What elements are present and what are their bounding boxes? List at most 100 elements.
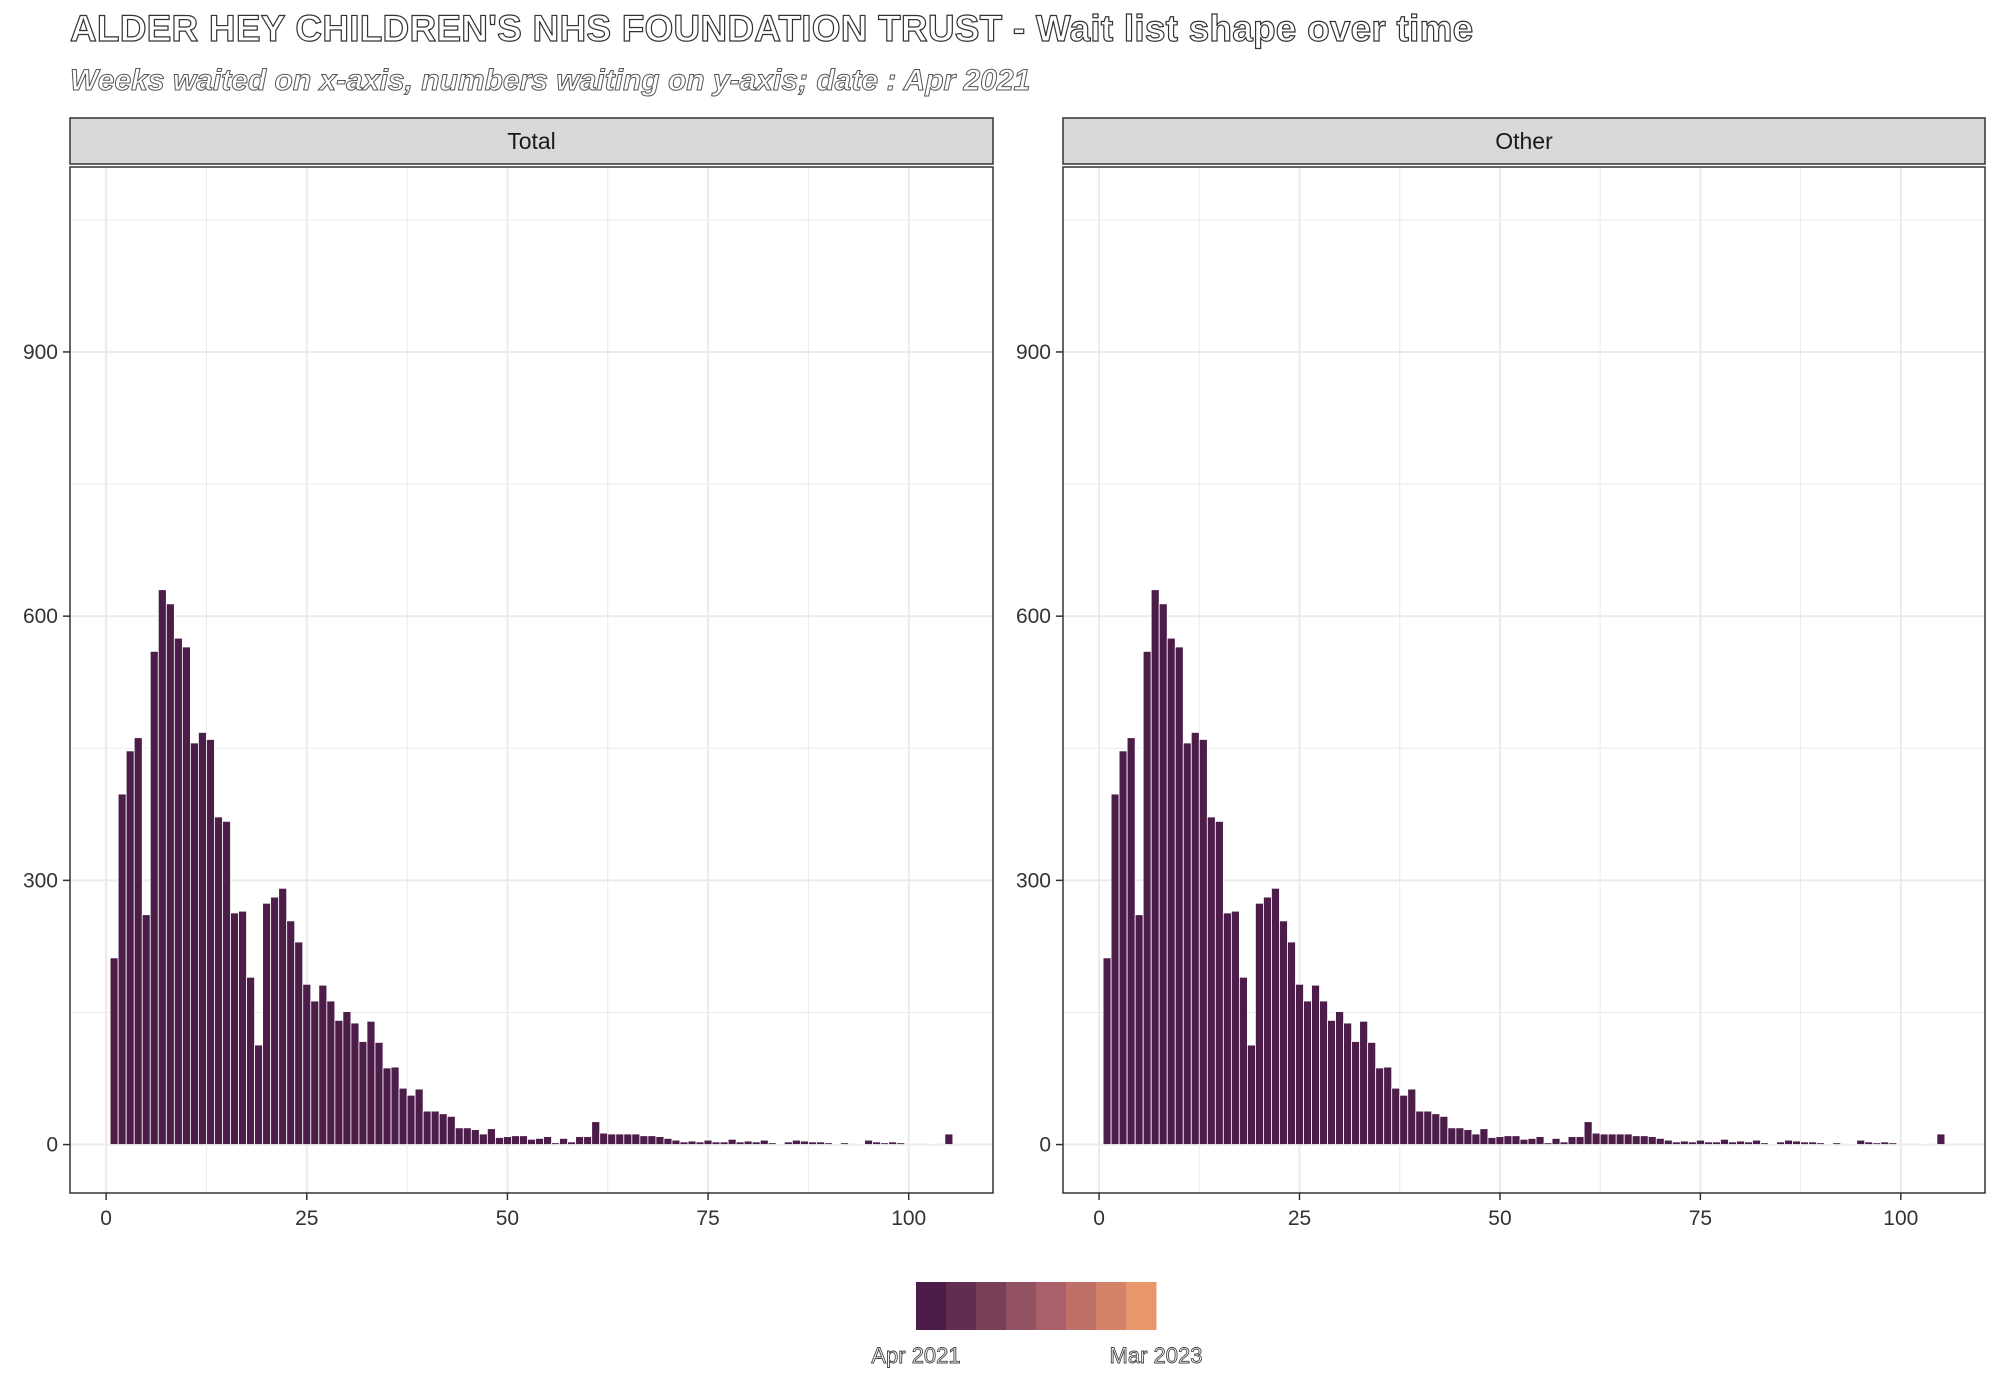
bar bbox=[1671, 1141, 1681, 1145]
x-tick-label: 100 bbox=[1883, 1207, 1918, 1230]
bar bbox=[1768, 1143, 1777, 1145]
bar bbox=[1559, 1141, 1569, 1145]
bar bbox=[486, 1128, 496, 1145]
y-tick-label: 600 bbox=[23, 605, 58, 628]
legend-swatch bbox=[1126, 1282, 1157, 1330]
bar bbox=[254, 1044, 264, 1145]
bar bbox=[1623, 1133, 1633, 1145]
bar bbox=[133, 737, 143, 1145]
bar bbox=[719, 1141, 729, 1145]
bar bbox=[1287, 941, 1296, 1145]
bar bbox=[1503, 1135, 1513, 1145]
bar bbox=[1359, 1020, 1369, 1145]
bar bbox=[1872, 1142, 1882, 1145]
bar bbox=[783, 1141, 793, 1145]
bar bbox=[382, 1067, 392, 1145]
bar bbox=[1703, 1141, 1713, 1145]
bar bbox=[478, 1133, 488, 1145]
bar bbox=[1311, 984, 1320, 1145]
bar bbox=[1615, 1133, 1625, 1145]
bar bbox=[1864, 1141, 1874, 1145]
bar bbox=[206, 739, 215, 1145]
bar bbox=[1511, 1135, 1521, 1145]
bar bbox=[832, 1143, 841, 1145]
bar bbox=[880, 1142, 890, 1145]
bar bbox=[1399, 1094, 1409, 1145]
bar bbox=[334, 1019, 344, 1145]
bar bbox=[944, 1133, 954, 1145]
bar bbox=[1631, 1135, 1641, 1145]
bar bbox=[1880, 1141, 1890, 1145]
bar bbox=[1736, 1140, 1745, 1145]
bar bbox=[422, 1110, 432, 1145]
bar bbox=[342, 1011, 352, 1145]
facet-label: Total bbox=[507, 128, 556, 154]
bar bbox=[414, 1088, 424, 1145]
bar bbox=[230, 912, 239, 1145]
bar bbox=[366, 1020, 376, 1145]
bar bbox=[1126, 737, 1136, 1145]
bar bbox=[302, 983, 312, 1145]
bar bbox=[1679, 1140, 1689, 1145]
bar bbox=[246, 976, 256, 1145]
bar bbox=[1142, 650, 1152, 1145]
bar bbox=[1655, 1137, 1665, 1145]
bar bbox=[1303, 1000, 1312, 1145]
bar bbox=[1551, 1137, 1561, 1145]
bar bbox=[1367, 1042, 1377, 1145]
bar bbox=[1495, 1136, 1505, 1145]
bar bbox=[494, 1137, 504, 1145]
bar bbox=[1471, 1133, 1481, 1145]
bar bbox=[856, 1143, 865, 1145]
bar bbox=[1744, 1141, 1753, 1145]
bar bbox=[358, 1041, 368, 1145]
bar bbox=[310, 1000, 320, 1145]
bar bbox=[1720, 1138, 1729, 1145]
bar bbox=[655, 1136, 665, 1145]
bar bbox=[1375, 1067, 1385, 1145]
bar bbox=[1134, 914, 1144, 1145]
bar bbox=[1319, 1000, 1328, 1145]
bar bbox=[1695, 1139, 1705, 1145]
bar bbox=[141, 914, 151, 1145]
bar bbox=[703, 1139, 713, 1145]
bar bbox=[462, 1127, 472, 1145]
bar bbox=[799, 1140, 809, 1145]
x-tick-label: 75 bbox=[696, 1207, 719, 1230]
bar bbox=[767, 1142, 777, 1145]
y-tick-label: 0 bbox=[1039, 1134, 1051, 1157]
bar bbox=[374, 1042, 384, 1145]
bar bbox=[543, 1136, 552, 1145]
bar bbox=[390, 1066, 400, 1145]
bar bbox=[1447, 1127, 1457, 1145]
bar bbox=[1431, 1113, 1441, 1145]
bar bbox=[1567, 1136, 1577, 1145]
bar bbox=[1102, 957, 1112, 1145]
bar bbox=[928, 1143, 938, 1145]
bar bbox=[888, 1141, 898, 1145]
bar bbox=[189, 742, 199, 1145]
legend-swatch bbox=[1036, 1282, 1067, 1330]
bar bbox=[198, 732, 207, 1145]
bar bbox=[438, 1113, 448, 1145]
bar bbox=[639, 1135, 649, 1145]
bar bbox=[1800, 1141, 1810, 1145]
bar bbox=[1487, 1137, 1497, 1145]
bar bbox=[816, 1141, 825, 1145]
bar bbox=[1639, 1135, 1649, 1145]
bar bbox=[1663, 1139, 1673, 1145]
bar bbox=[551, 1142, 560, 1145]
y-tick-label: 300 bbox=[23, 869, 58, 892]
bar bbox=[743, 1140, 753, 1145]
bar bbox=[1279, 920, 1288, 1145]
x-tick-label: 25 bbox=[295, 1207, 318, 1230]
legend-swatch bbox=[976, 1282, 1007, 1330]
y-tick-label: 900 bbox=[23, 341, 58, 364]
bar bbox=[679, 1141, 689, 1145]
bar bbox=[149, 650, 159, 1145]
bar bbox=[1479, 1128, 1489, 1145]
bar bbox=[1383, 1066, 1393, 1145]
bar bbox=[1238, 976, 1248, 1145]
bar bbox=[1712, 1141, 1721, 1145]
